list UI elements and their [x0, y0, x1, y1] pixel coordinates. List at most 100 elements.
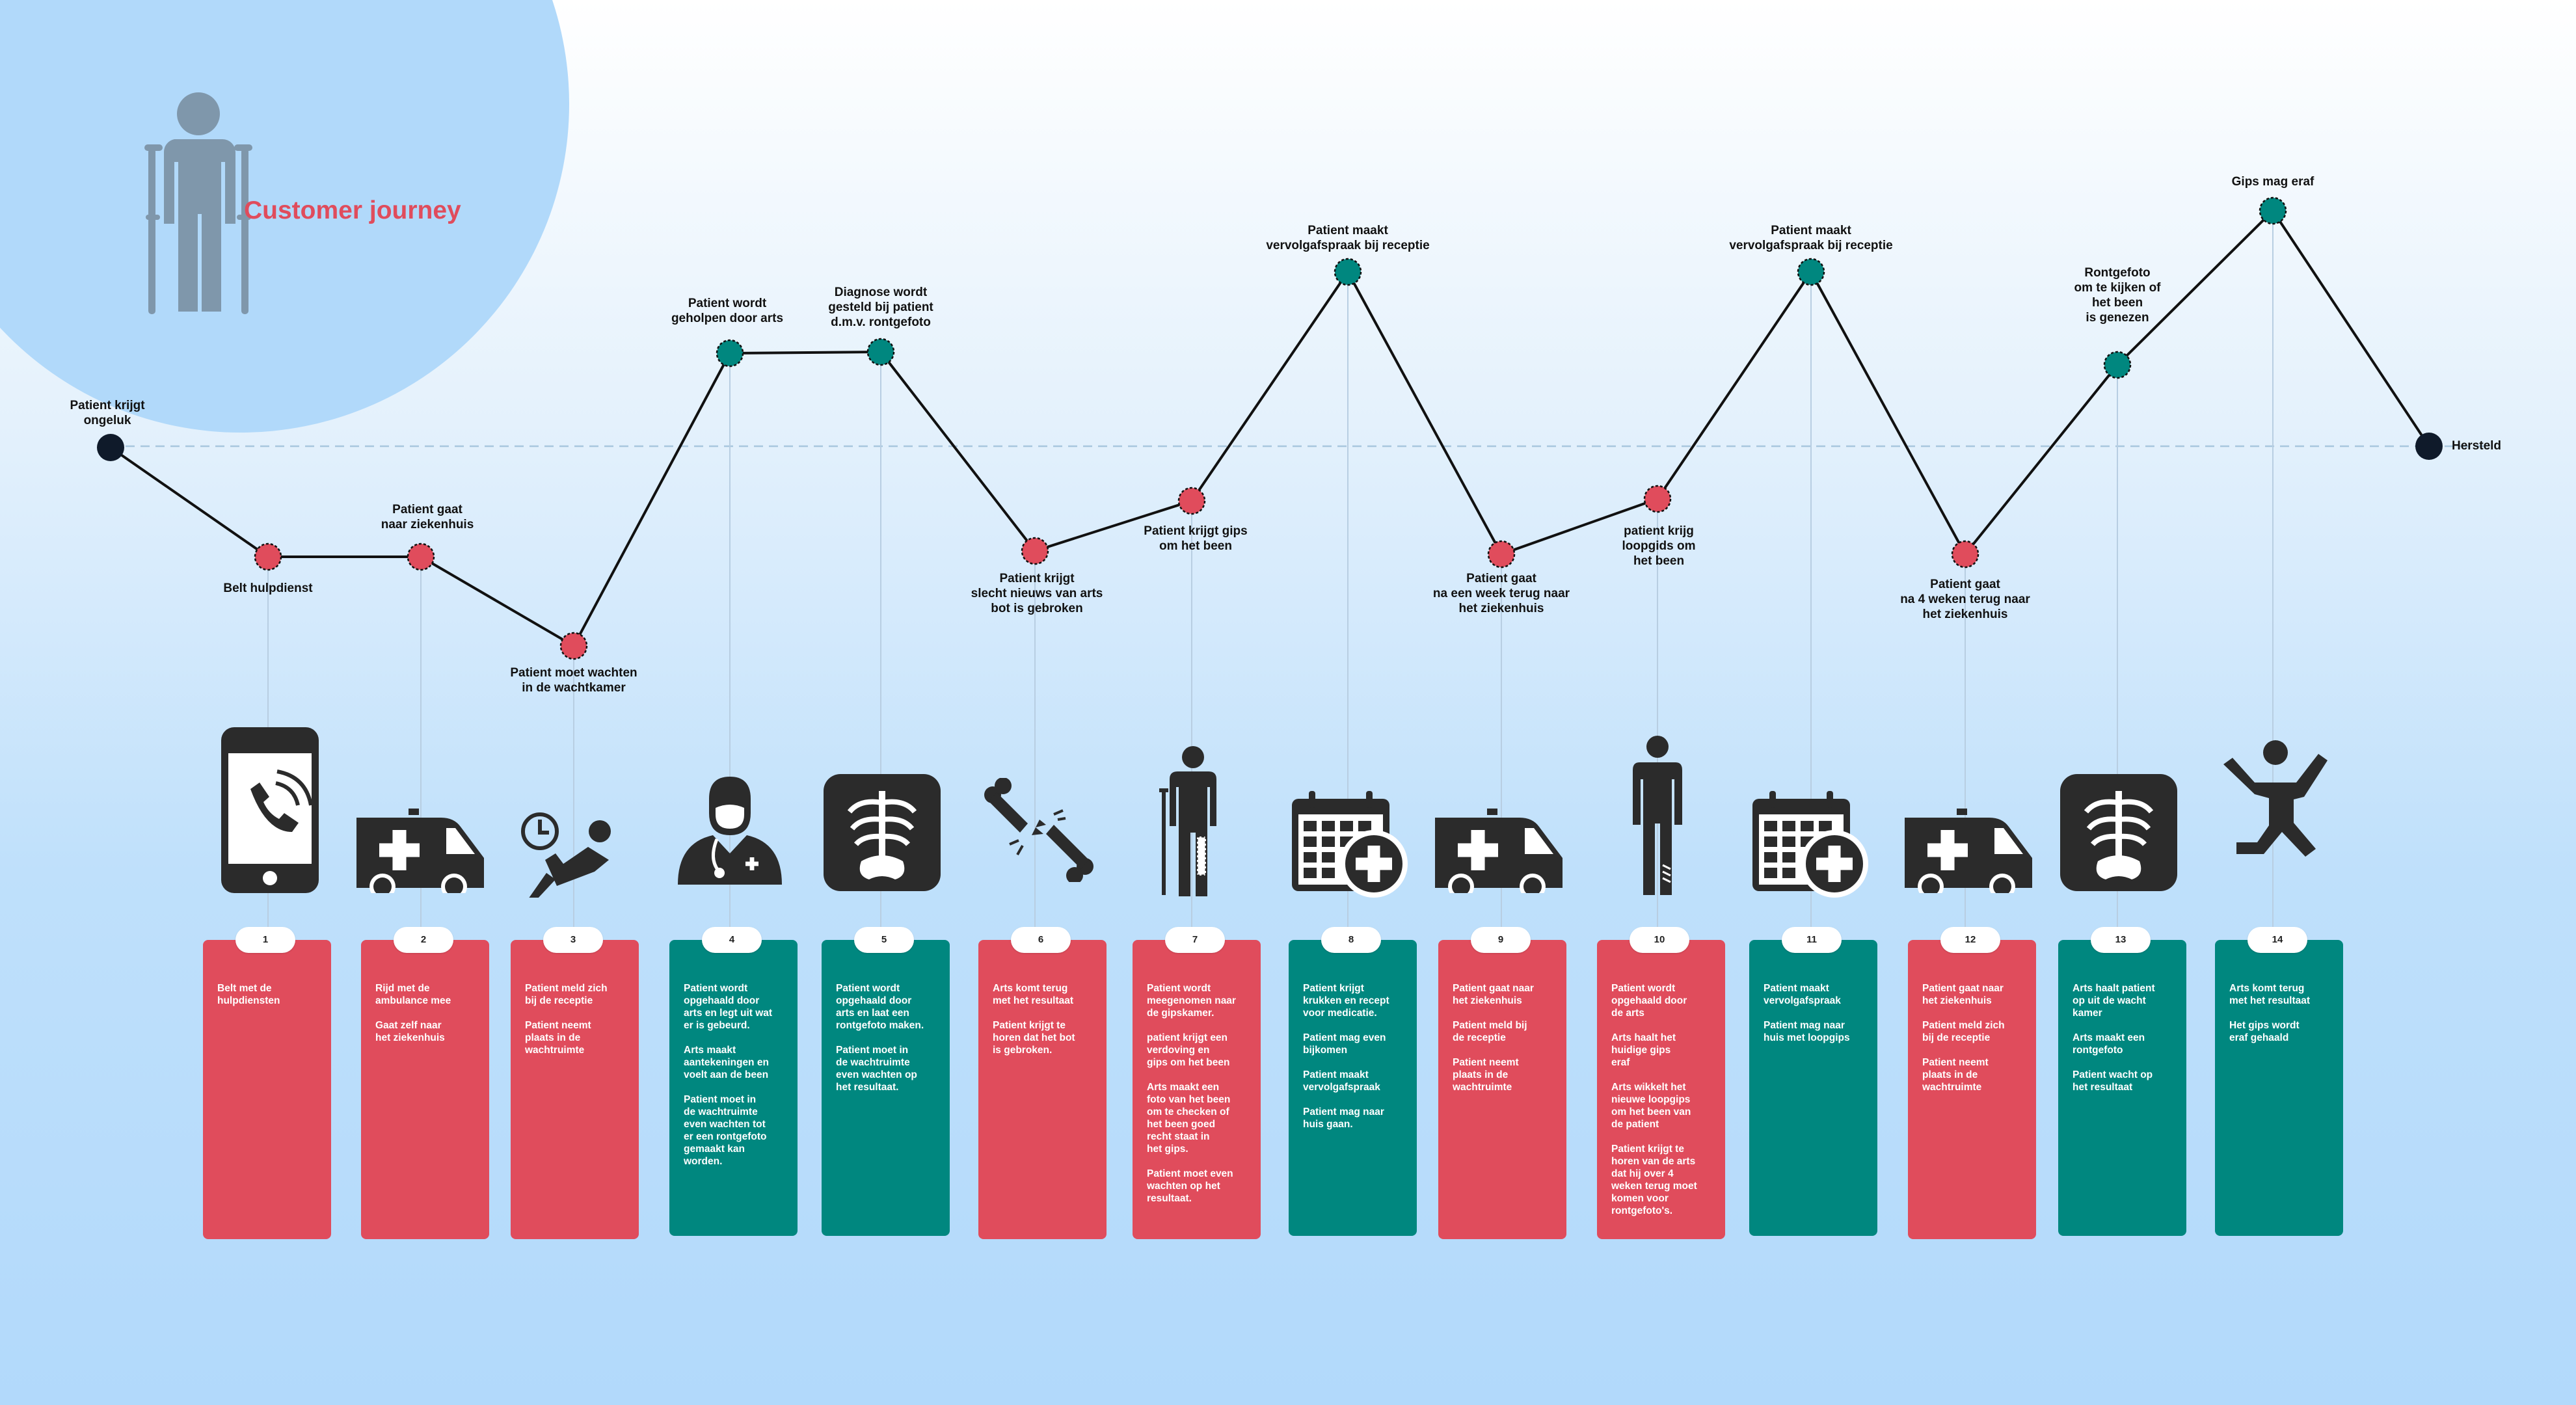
- journey-point-label: Patient gaat na 4 weken terug naar het z…: [1900, 578, 2030, 621]
- step-card: Rijd met de ambulance mee Gaat zelf naar…: [361, 940, 489, 1239]
- journey-point: [1643, 485, 1672, 513]
- phone-svg: [221, 727, 319, 893]
- xray-svg: [824, 774, 941, 891]
- journey-point: [254, 542, 282, 571]
- journey-point: [97, 434, 124, 461]
- journey-point-label: Patient wordt geholpen door arts: [671, 297, 784, 325]
- step-card-text: Patient maakt vervolgafspraak Patient ma…: [1764, 983, 1850, 1043]
- journey-point: [1334, 258, 1362, 286]
- step-card-text: Rijd met de ambulance mee Gaat zelf naar…: [375, 983, 451, 1043]
- step-number-badge: 7: [1165, 927, 1225, 953]
- calendar-plus-icon: [1292, 788, 1409, 902]
- step-card: Arts komt terug met het resultaat Het gi…: [2215, 940, 2343, 1236]
- step-card: Patient krijgt krukken en recept voor me…: [1289, 940, 1417, 1236]
- step-card-text: Patient gaat naar het ziekenhuis Patient…: [1922, 983, 2005, 1093]
- journey-point-label: Patient maakt vervolgafspraak bij recept…: [1266, 224, 1430, 252]
- step-card-text: Patient wordt opgehaald door de arts Art…: [1611, 983, 1697, 1216]
- step-card-text: Arts haalt patient op uit de wacht kamer…: [2073, 983, 2155, 1093]
- doctor-icon: [678, 774, 782, 888]
- step-number-badge: 9: [1471, 927, 1531, 953]
- crutches-person-icon: [144, 92, 252, 314]
- walking-svg: [1633, 736, 1682, 895]
- journey-point: [407, 542, 435, 571]
- journey-point: [1951, 540, 1979, 569]
- journey-point-label: Gips mag eraf: [2231, 175, 2314, 189]
- page-title: Customer journey: [244, 196, 461, 224]
- step-card: Patient wordt opgehaald door arts en laa…: [822, 940, 950, 1236]
- phone-call-icon: [221, 727, 319, 900]
- walking-cast-person-icon: [1625, 735, 1690, 900]
- xray-icon: [2060, 774, 2177, 894]
- step-number-badge: 1: [235, 927, 295, 953]
- ambulance-svg: [1905, 809, 2032, 900]
- step-card: Belt met de hulpdiensten: [203, 940, 331, 1239]
- crutch-person-icon: [1154, 745, 1232, 900]
- step-card-text: Arts komt terug met het resultaat Patien…: [993, 983, 1075, 1056]
- step-number-badge: 8: [1321, 927, 1381, 953]
- journey-point: [1797, 258, 1825, 286]
- journey-point-label: Diagnose wordt gesteld bij patient d.m.v…: [828, 286, 933, 329]
- step-card: Patient wordt opgehaald door arts en leg…: [669, 940, 798, 1236]
- journey-point: [1021, 537, 1049, 565]
- journey-point-label: Patient krijgt gips om het been: [1144, 524, 1248, 553]
- calendar-plus-icon: [1752, 788, 1870, 902]
- ambulance-icon: [356, 809, 484, 900]
- calendar-svg: [1292, 791, 1408, 898]
- journey-point-label: Patient gaat na een week terug naar het …: [1432, 572, 1570, 615]
- journey-point-label: Hersteld: [2452, 439, 2502, 453]
- jumping-person-icon: [2223, 738, 2328, 865]
- xray-svg: [2060, 774, 2177, 891]
- step-number-badge: 5: [854, 927, 914, 953]
- journey-point-label: Belt hulpdienst: [223, 582, 313, 595]
- step-card: Arts komt terug met het resultaat Patien…: [978, 940, 1107, 1239]
- waiting-room-icon: [520, 807, 624, 901]
- step-card-text: Arts komt terug met het resultaat Het gi…: [2229, 983, 2311, 1043]
- xray-icon: [824, 774, 941, 894]
- step-card: Arts haalt patient op uit de wacht kamer…: [2058, 940, 2186, 1236]
- step-number-badge: 13: [2091, 927, 2151, 953]
- waiting-svg: [521, 812, 611, 899]
- step-number-badge: 10: [1630, 927, 1689, 953]
- ambulance-icon: [1905, 809, 2032, 900]
- header-circle: [0, 0, 569, 433]
- step-card: Patient wordt opgehaald door de arts Art…: [1597, 940, 1725, 1239]
- step-card: Patient maakt vervolgafspraak Patient ma…: [1749, 940, 1877, 1236]
- step-card-text: Patient wordt meegenomen naar de gipskam…: [1147, 983, 1236, 1204]
- step-number-badge: 12: [1940, 927, 2000, 953]
- journey-point-label: patient krijg loopgids om het been: [1622, 524, 1696, 568]
- step-card-text: Patient meld zich bij de receptie Patien…: [525, 983, 608, 1056]
- step-card: Patient gaat naar het ziekenhuis Patient…: [1908, 940, 2036, 1239]
- step-number-badge: 4: [702, 927, 762, 953]
- step-card-text: Patient gaat naar het ziekenhuis Patient…: [1453, 983, 1534, 1093]
- journey-point-label: Patient maakt vervolgafspraak bij recept…: [1729, 224, 1893, 252]
- journey-point-label: Patient moet wachten in de wachtkamer: [510, 666, 637, 695]
- step-number-badge: 6: [1011, 927, 1071, 953]
- step-card-text: Patient wordt opgehaald door arts en laa…: [836, 983, 924, 1093]
- ambulance-icon: [1435, 809, 1563, 900]
- step-number-badge: 11: [1782, 927, 1842, 953]
- journey-point: [2415, 433, 2443, 460]
- journey-point-label: Patient krijgt ongeluk: [70, 399, 145, 427]
- journey-point-label: Rontgefoto om te kijken of het been is g…: [2074, 266, 2161, 325]
- journey-line: [109, 208, 2430, 648]
- doctor-svg: [678, 777, 782, 885]
- step-card-text: Belt met de hulpdiensten: [217, 983, 280, 1006]
- bone-svg: [984, 777, 1093, 884]
- step-card: Patient meld zich bij de receptie Patien…: [511, 940, 639, 1239]
- jump-svg: [2223, 740, 2328, 857]
- journey-point: [1177, 487, 1206, 515]
- ambulance-svg: [1435, 809, 1563, 900]
- step-card: Patient wordt meegenomen naar de gipskam…: [1133, 940, 1261, 1239]
- ambulance-svg: [356, 809, 484, 900]
- journey-point: [1487, 540, 1516, 569]
- broken-bone-icon: [984, 777, 1094, 885]
- journey-point: [2259, 196, 2287, 225]
- crutch-svg: [1159, 746, 1216, 898]
- journey-point: [2103, 351, 2132, 379]
- step-card-text: Patient wordt opgehaald door arts en leg…: [684, 983, 773, 1167]
- calendar-svg: [1752, 791, 1868, 898]
- journey-point-label: Patient gaat naar ziekenhuis: [381, 503, 474, 531]
- journey-point: [559, 632, 588, 660]
